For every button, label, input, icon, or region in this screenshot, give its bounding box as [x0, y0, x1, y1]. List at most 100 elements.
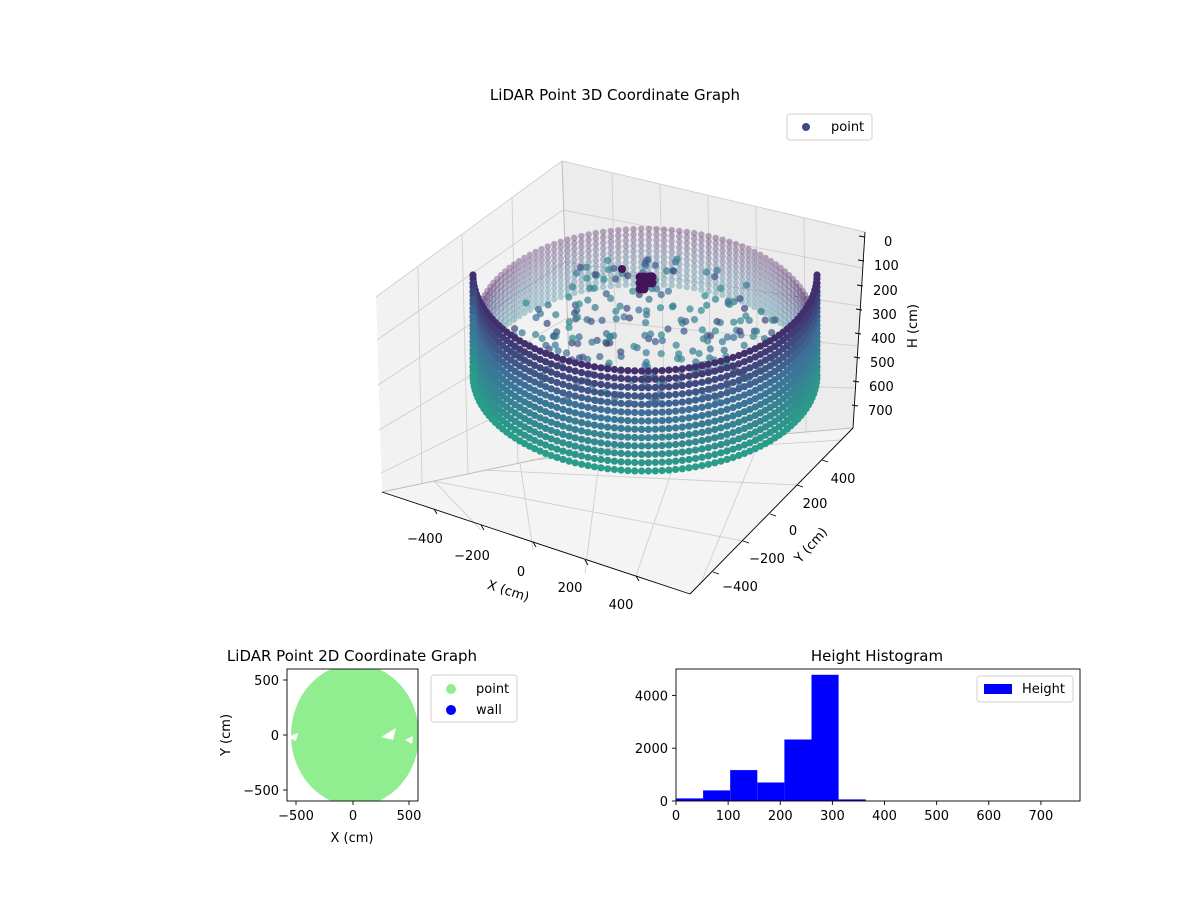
lidar-point: [729, 428, 737, 437]
lidar-point: [590, 396, 599, 404]
lidar-point: [704, 402, 713, 410]
lidar-point: [469, 329, 477, 337]
lidar-point: [542, 449, 550, 457]
lidar-point: [578, 452, 586, 460]
lidar-point: [678, 440, 686, 448]
lidar-point: [740, 416, 749, 424]
lidar-point: [789, 292, 797, 299]
lidar-point: [469, 279, 477, 287]
lidar-point: [665, 366, 673, 374]
lidar-point: [578, 394, 586, 402]
lidar-point: [691, 229, 698, 237]
lidar-point: [617, 458, 625, 466]
lidar-point: [658, 367, 666, 375]
lidar-point: [606, 333, 614, 341]
lidar-point: [736, 317, 745, 325]
lidar-point: [735, 401, 743, 410]
lidar-point: [526, 262, 534, 269]
lidar-point: [559, 364, 567, 372]
chart-3d-title: LiDAR Point 3D Coordinate Graph: [490, 86, 740, 104]
lidar-point: [777, 286, 784, 293]
lidar-point: [631, 450, 639, 458]
lidar-point: [571, 392, 579, 400]
lidar-point: [606, 339, 614, 347]
lidar-point: [691, 262, 698, 270]
lidar-point: [745, 273, 752, 280]
lidar-point: [557, 244, 564, 251]
lidar-point: [665, 424, 673, 432]
lidar-point: [526, 268, 534, 275]
lidar-point: [691, 396, 700, 404]
lidar-point: [538, 245, 545, 253]
lidar-point: [497, 304, 505, 312]
lidar-point: [624, 367, 632, 375]
lidar-point: [516, 296, 523, 303]
lidar-point: [711, 417, 719, 425]
lidar-point: [547, 426, 555, 435]
lidar-point: [672, 365, 680, 374]
lidar-point: [772, 272, 779, 279]
lidar-point: [644, 459, 653, 467]
lidar-point: [749, 332, 757, 340]
y-tick-label: 4000: [635, 689, 668, 704]
lidar-point: [665, 408, 673, 416]
lidar-point: [506, 303, 513, 310]
lidar-point: [729, 378, 737, 387]
histogram-bar: [757, 782, 785, 801]
lidar-point: [657, 291, 665, 299]
lidar-point: [672, 424, 680, 432]
lidar-point: [544, 281, 551, 289]
lidar-point: [642, 319, 650, 327]
lidar-point: [638, 367, 646, 375]
lidar-point: [630, 275, 637, 282]
legend-hist-box: [976, 675, 1074, 703]
lidar-point: [506, 319, 513, 326]
lidar-point: [735, 451, 743, 460]
lidar-point: [490, 296, 497, 303]
legend-label: point: [831, 120, 864, 135]
lidar-point: [745, 289, 752, 297]
lidar-point: [578, 243, 585, 251]
lidar-point: [740, 383, 749, 391]
lidar-point: [497, 282, 505, 290]
lidar-point: [584, 453, 592, 461]
lidar-point: [746, 347, 754, 355]
lidar-point: [729, 362, 737, 370]
lidar-point: [578, 460, 586, 468]
lidar-point: [615, 243, 622, 250]
lidar-point: [604, 398, 612, 406]
lidar-point: [554, 347, 562, 355]
legend-label: Height: [1022, 682, 1065, 697]
lidar-point: [584, 378, 592, 386]
x-tick-label: 200: [558, 581, 583, 596]
lidar-point: [493, 286, 501, 294]
lidar-point: [735, 435, 743, 443]
gap-2d: [405, 736, 413, 744]
lidar-point: [751, 370, 759, 378]
lidar-point: [521, 265, 528, 273]
lidar-point: [735, 426, 743, 435]
x-tick-label: 0: [672, 809, 680, 824]
lidar-point: [617, 391, 625, 399]
lidar-point: [578, 276, 585, 284]
lidar-point: [658, 442, 666, 450]
lidar-point: [487, 283, 494, 290]
chart-2d-title: LiDAR Point 2D Coordinate Graph: [227, 647, 477, 665]
lidar-point: [590, 371, 599, 379]
pane-floor: [382, 428, 853, 594]
lidar-point: [578, 377, 586, 385]
lidar-point: [711, 409, 719, 417]
lidar-point: [668, 254, 675, 261]
lidar-point: [547, 360, 555, 368]
lidar-point: [717, 424, 725, 432]
x-tick-label: 300: [820, 809, 845, 824]
lidar-point: [630, 270, 637, 277]
lidar-point: [584, 445, 592, 453]
lidar-point: [740, 366, 749, 374]
lidar-point: [553, 328, 561, 336]
lidar-point: [668, 276, 675, 283]
lidar-point: [506, 308, 513, 315]
lidar-point: [719, 253, 726, 260]
lidar-point: [538, 273, 545, 280]
